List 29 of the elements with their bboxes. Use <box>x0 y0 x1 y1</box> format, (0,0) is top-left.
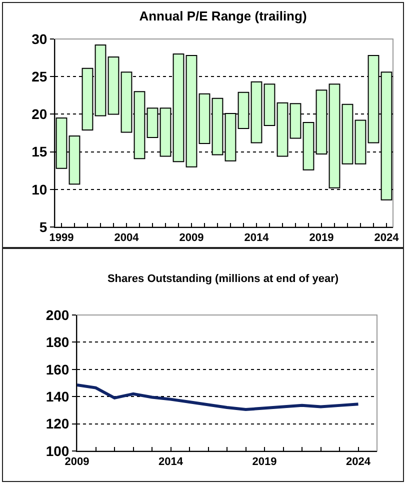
bar <box>342 104 354 164</box>
y-tick-label: 20 <box>32 106 48 122</box>
x-tick-label: 2014 <box>244 232 270 244</box>
x-tick-label: 2004 <box>114 232 140 244</box>
y-tick-label: 30 <box>32 30 48 47</box>
x-tick-label: 2009 <box>64 456 90 468</box>
y-tick-label: 160 <box>46 361 70 378</box>
y-tick-label: 140 <box>46 388 70 404</box>
x-tick-label: 2019 <box>309 232 334 244</box>
y-tick-label: 25 <box>32 68 48 84</box>
y-tick-label: 100 <box>46 442 70 459</box>
x-tick-label: 2014 <box>158 456 184 468</box>
chart-title: Annual P/E Range (trailing) <box>139 8 307 24</box>
line-series <box>77 384 360 412</box>
bar <box>264 84 276 126</box>
x-tick-label: 2024 <box>374 232 400 244</box>
y-tick-label: 180 <box>46 334 70 350</box>
y-tick-label: 10 <box>32 181 48 198</box>
x-tick-label: 2009 <box>179 232 204 244</box>
y-tick-label: 5 <box>39 218 48 235</box>
x-tick-label: 2019 <box>252 456 277 468</box>
x-tick-label: 1999 <box>49 232 74 244</box>
bar <box>186 55 198 168</box>
bar <box>108 56 120 115</box>
y-tick-label: 200 <box>46 306 70 323</box>
y-tick-label: 120 <box>46 416 70 432</box>
y-tick-label: 15 <box>32 144 48 160</box>
x-tick-label: 2024 <box>346 456 372 468</box>
chart-title: Shares Outstanding (millions at end of year) <box>107 273 339 286</box>
